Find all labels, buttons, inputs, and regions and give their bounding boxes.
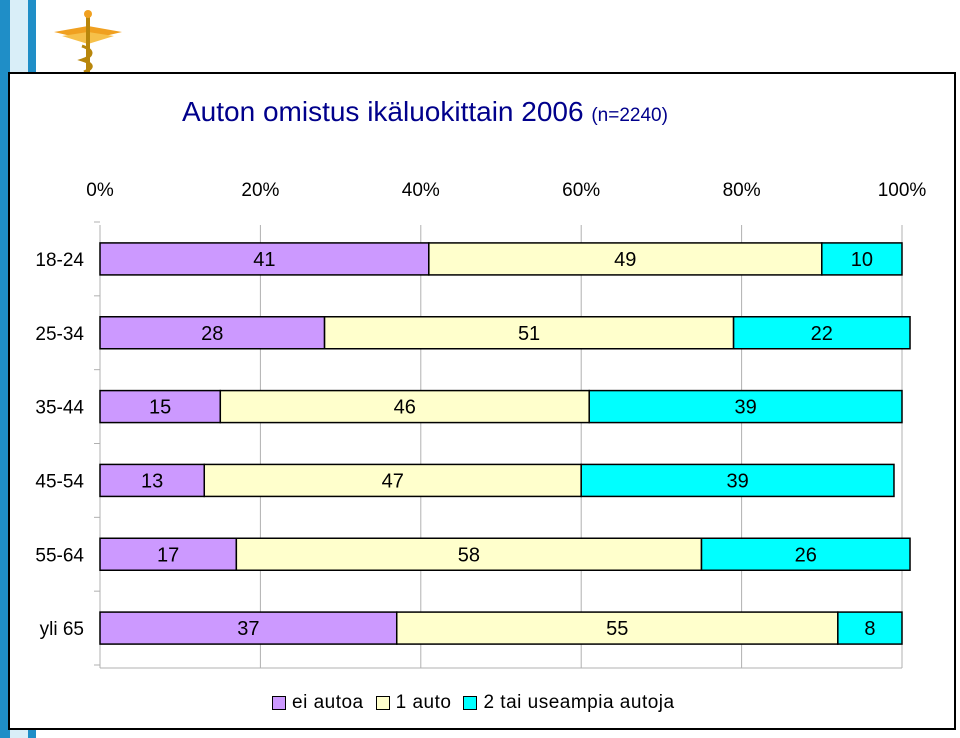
chart-title: Auton omistus ikäluokittain 2006 <box>182 96 584 127</box>
bar-segment <box>203 463 582 498</box>
data-label: 15 <box>149 397 171 419</box>
bar-segment <box>99 611 398 645</box>
data-label: 49 <box>614 249 636 271</box>
data-label: 26 <box>795 544 817 566</box>
bar-segment <box>99 316 326 350</box>
data-label: 58 <box>458 544 480 566</box>
legend-item-2-tai-useampia: 2 tai useampia autoja <box>463 692 674 714</box>
chart-title-block: Auton omistus ikäluokittain 2006 (n=2240… <box>182 96 668 128</box>
x-tick-label: 100% <box>878 180 927 201</box>
bar-segment <box>700 537 911 571</box>
x-tick-label: 20% <box>241 180 279 201</box>
bar-segment <box>219 389 590 424</box>
chart-legend: ei autoa 1 auto 2 tai useampia autoja <box>272 692 687 714</box>
bar-segment <box>99 242 430 276</box>
bar-segment <box>580 463 895 498</box>
category-label: yli 65 <box>40 619 84 640</box>
legend-label: ei autoa <box>292 692 364 713</box>
category-label: 45-54 <box>35 471 84 492</box>
legend-label: 1 auto <box>395 692 452 713</box>
category-label: 35-44 <box>35 398 84 419</box>
x-tick-label: 40% <box>402 180 440 201</box>
legend-label: 2 tai useampia autoja <box>483 692 675 713</box>
legend-item-1-auto: 1 auto <box>375 692 452 714</box>
bar-segment <box>99 537 238 571</box>
data-label: 55 <box>606 618 628 640</box>
x-tick-label: 80% <box>723 180 761 201</box>
chart-subtitle: (n=2240) <box>591 105 668 126</box>
category-label: 55-64 <box>35 545 84 566</box>
data-label: 13 <box>141 470 163 492</box>
plot-area <box>100 225 902 668</box>
data-label: 41 <box>253 249 275 271</box>
data-label: 39 <box>734 397 756 419</box>
bar-segment <box>821 242 903 276</box>
bar-segment <box>837 611 903 645</box>
legend-swatch <box>463 696 478 710</box>
bar-segment <box>235 537 703 571</box>
bar-segment <box>732 316 911 350</box>
legend-item-ei-autoa: ei autoa <box>272 692 364 714</box>
data-label: 37 <box>237 618 259 640</box>
data-label: 47 <box>382 470 404 492</box>
bar-segment <box>99 389 222 424</box>
legend-swatch <box>375 696 390 710</box>
bar-segment <box>588 389 903 424</box>
data-label: 10 <box>851 249 873 271</box>
data-label: 22 <box>811 323 833 345</box>
x-tick-label: 0% <box>86 180 114 201</box>
x-tick-label: 60% <box>562 180 600 201</box>
data-label: 28 <box>201 323 223 345</box>
data-label: 8 <box>864 618 875 640</box>
bar-segment <box>428 242 823 276</box>
category-label: 18-24 <box>35 250 84 271</box>
data-label: 46 <box>394 397 416 419</box>
bar-segment <box>395 611 839 645</box>
bar-segment <box>99 463 206 498</box>
category-label: 25-34 <box>35 324 84 345</box>
data-label: 39 <box>726 470 748 492</box>
caduceus-logo <box>54 10 122 74</box>
data-label: 51 <box>518 323 540 345</box>
legend-swatch <box>272 696 286 710</box>
data-label: 17 <box>157 544 179 566</box>
